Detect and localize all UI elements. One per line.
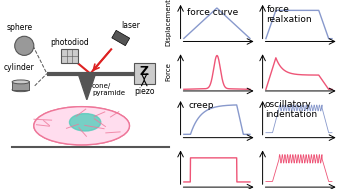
Bar [112,30,130,46]
Text: Z: Z [140,64,149,77]
Text: force curve: force curve [187,8,238,17]
Text: Force: Force [166,62,171,81]
Ellipse shape [34,107,129,145]
Ellipse shape [12,80,29,84]
Ellipse shape [69,114,101,131]
Text: force
realxation: force realxation [266,5,312,24]
Bar [134,63,155,84]
Polygon shape [78,74,95,100]
Text: Displacement: Displacement [166,0,171,46]
Text: Time: Time [209,103,228,112]
Text: oscillatory
indentation: oscillatory indentation [265,100,317,119]
Ellipse shape [12,88,29,92]
Bar [12,82,29,90]
Text: laser: laser [122,21,141,30]
Text: cylinder: cylinder [3,63,34,72]
Text: cone/
pyramide: cone/ pyramide [92,83,125,96]
Text: creep: creep [188,101,214,110]
Bar [61,49,78,63]
Text: photodiod: photodiod [50,38,89,47]
Ellipse shape [34,107,129,145]
Text: sphere: sphere [7,23,33,32]
Circle shape [15,36,34,55]
Text: piezo: piezo [134,87,155,96]
